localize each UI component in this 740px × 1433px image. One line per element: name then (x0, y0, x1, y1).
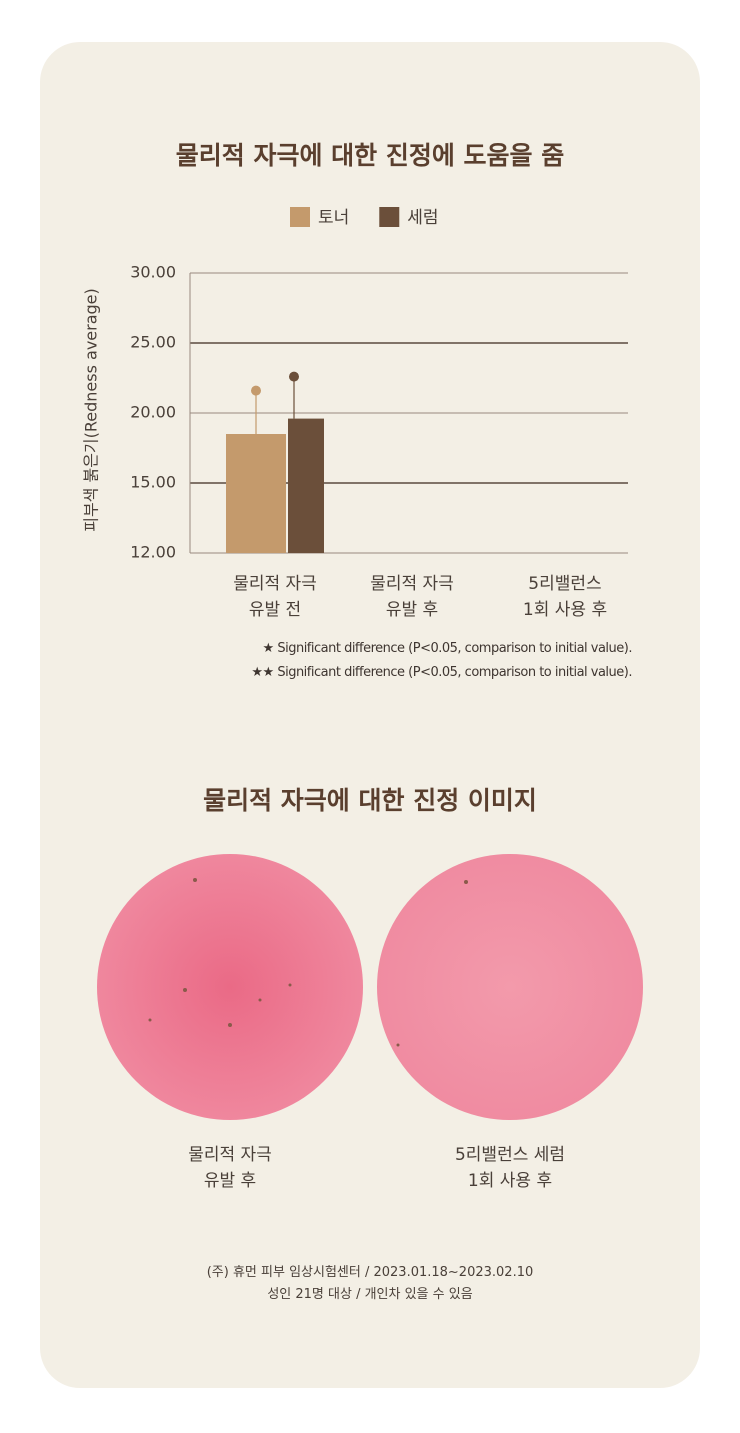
y-tick-label: 30.00 (130, 263, 176, 282)
image-caption: 5리밸런스 세럼 1회 사용 후 (454, 1145, 566, 1191)
x-tick-label: 물리적 자극 유발 후 (370, 574, 454, 620)
footnote: ★★ Significant difference (P<0.05, compa… (251, 665, 632, 680)
legend-swatch (379, 207, 400, 227)
skin-spots (148, 878, 468, 1047)
section-title: 물리적 자극에 대한 진정 이미지 (203, 786, 537, 815)
legend-swatch (290, 207, 310, 227)
y-tick-label: 12.00 (130, 543, 176, 562)
legend-label: 세럼 (407, 208, 438, 228)
skin-image (377, 854, 643, 1120)
footer-line: 성인 21명 대상 / 개인차 있을 수 있음 (267, 1287, 473, 1302)
x-tick-label: 물리적 자극 유발 전 (233, 574, 317, 620)
card (40, 42, 700, 1388)
bar (288, 418, 324, 553)
skin-image (97, 854, 363, 1120)
y-tick-label: 20.00 (130, 403, 176, 422)
footnote: ★ Significant difference (P<0.05, compar… (262, 641, 633, 656)
image-caption: 물리적 자극 유발 후 (188, 1145, 272, 1191)
chart-title: 물리적 자극에 대한 진정에 도움을 줌 (176, 141, 565, 170)
legend-label: 토너 (318, 208, 349, 228)
bar (226, 434, 286, 553)
error-cap (289, 371, 299, 382)
y-tick-label: 15.00 (130, 473, 176, 492)
footer-line: (주) 휴먼 피부 임상시험센터 / 2023.01.18~2023.02.10 (206, 1265, 534, 1280)
y-axis-label: 피부색 붉은기(Redness average) (82, 288, 101, 532)
y-tick-label: 25.00 (130, 333, 176, 352)
x-tick-label: 5리밸런스 1회 사용 후 (522, 574, 608, 620)
error-cap (251, 385, 261, 396)
